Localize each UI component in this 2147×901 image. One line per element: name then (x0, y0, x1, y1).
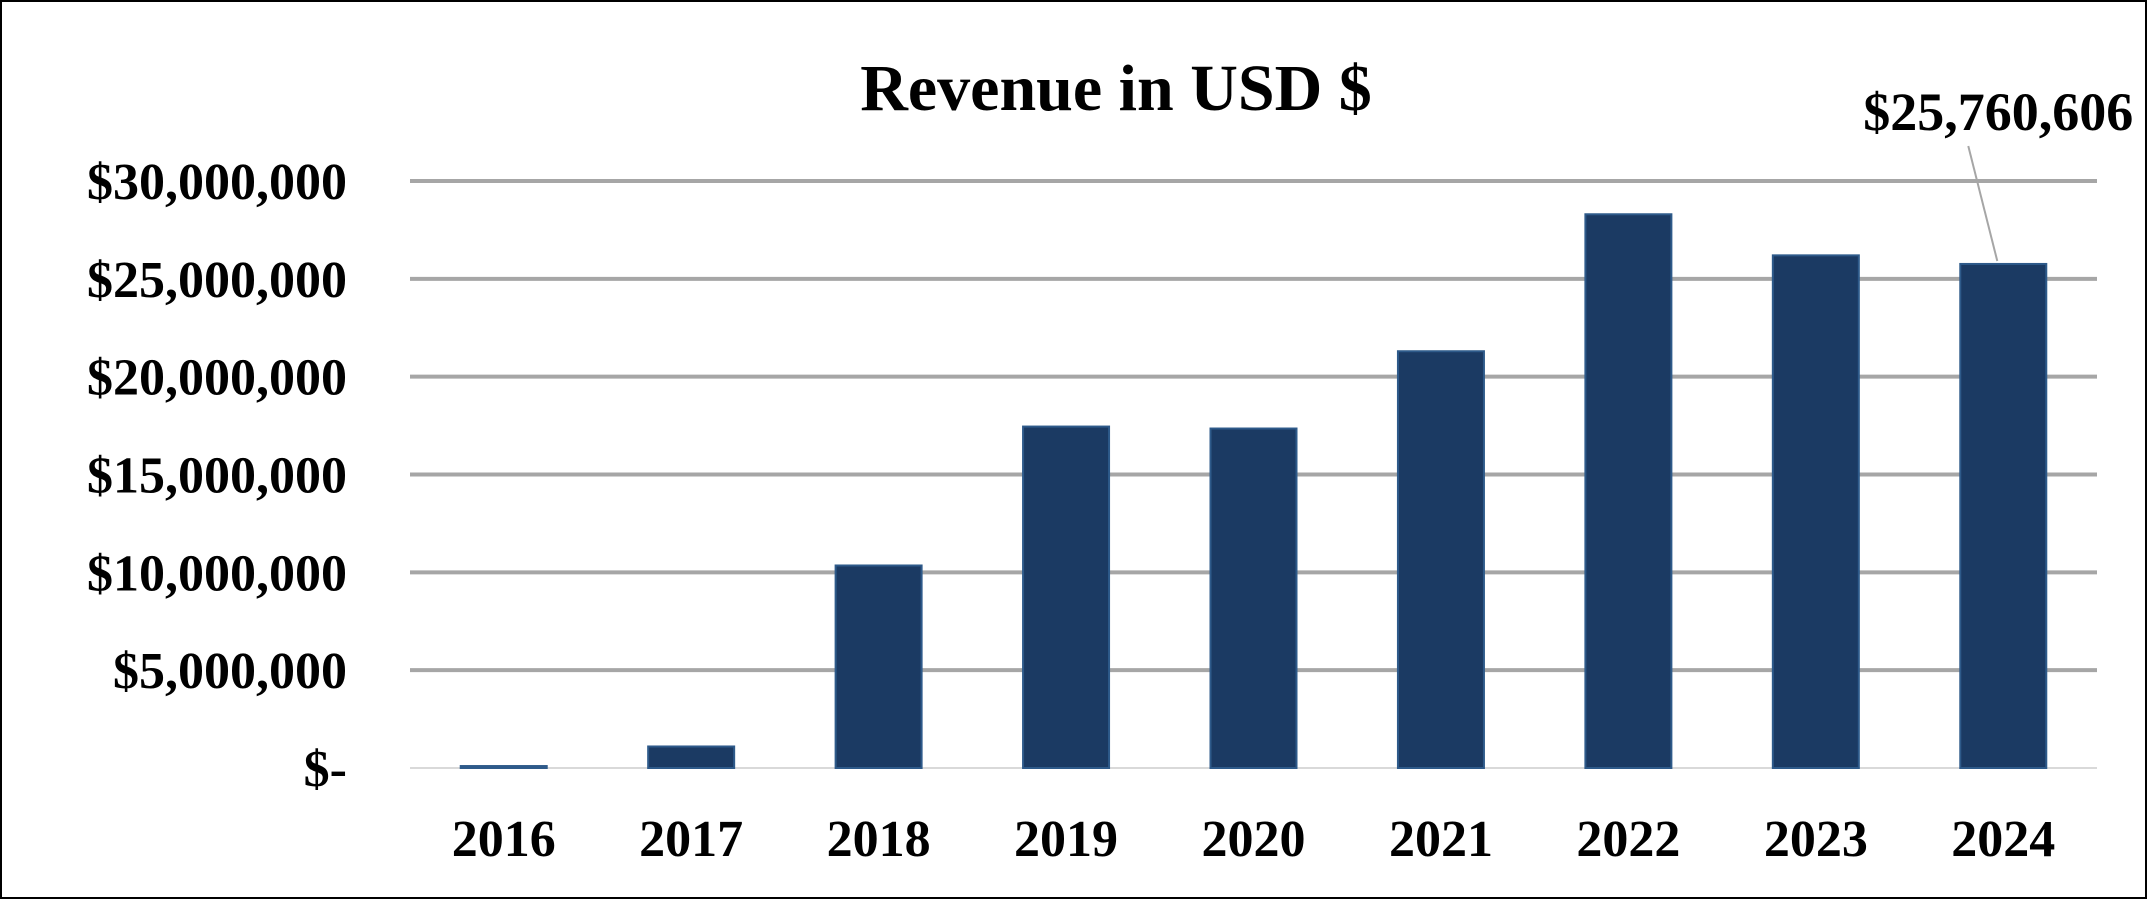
y-tick-label: $30,000,000 (87, 154, 347, 211)
y-tick-label: $10,000,000 (87, 545, 347, 602)
data-label: $25,760,606 (1863, 82, 2133, 142)
bar-2016 (459, 765, 548, 770)
bar-2020 (1209, 427, 1298, 769)
x-tick-label: 2017 (639, 811, 743, 868)
y-tick-label: $20,000,000 (87, 350, 347, 407)
data-label-leader-line (1967, 145, 1999, 262)
bar-2019 (1022, 425, 1111, 769)
bar-2024 (1959, 262, 2048, 769)
bar-2018 (834, 564, 923, 769)
x-tick-label: 2019 (1014, 811, 1118, 868)
bar-2022 (1584, 213, 1673, 770)
x-tick-label: 2023 (1764, 811, 1868, 868)
y-tick-label: $15,000,000 (87, 448, 347, 505)
data-labels: $25,760,606 (1863, 82, 2133, 262)
x-tick-label: 2018 (827, 811, 931, 868)
bars (459, 213, 2048, 770)
y-tick-label: $5,000,000 (113, 643, 347, 700)
x-tick-label: 2024 (1951, 811, 2055, 868)
x-tick-label: 2021 (1389, 811, 1493, 868)
bar-2023 (1771, 254, 1860, 769)
x-tick-label: 2020 (1202, 811, 1306, 868)
y-tick-label: $- (304, 741, 347, 798)
x-tick-label: 2016 (452, 811, 556, 868)
bar-2021 (1396, 350, 1485, 769)
x-axis-tick-labels: 2016 2017 2018 2019 2020 2021 2022 2023 2024 (452, 811, 2056, 868)
bar-2017 (647, 745, 736, 770)
x-tick-label: 2022 (1576, 811, 1680, 868)
chart-title: Revenue in USD $ (860, 52, 1372, 125)
y-axis-tick-labels: $- $5,000,000 $10,000,000 $15,000,000 $20,00… (87, 154, 347, 798)
y-tick-label: $25,000,000 (87, 252, 347, 309)
